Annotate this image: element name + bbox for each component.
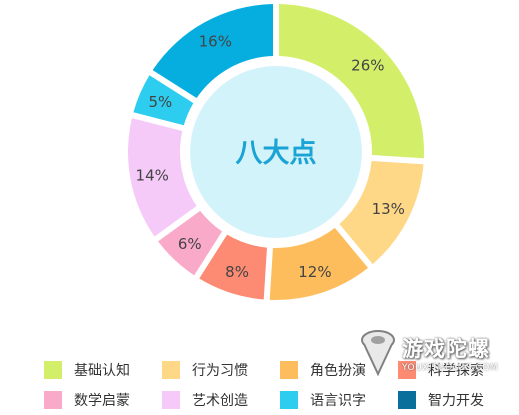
legend-label-7: 语言识字	[310, 393, 366, 409]
donut-slice-4	[199, 234, 267, 300]
donut-slice-6	[127, 118, 197, 237]
legend-swatch-8	[398, 391, 416, 409]
legend-label-5: 数学启蒙	[74, 393, 130, 409]
legend-label-1: 基础认知	[74, 363, 130, 379]
slice-labels-group: 26% 13% 12% 8% 6% 14% 5% 16%	[136, 33, 405, 281]
legend-swatch-6	[162, 391, 180, 409]
spinning-top-icon	[361, 330, 395, 377]
donut-chart: 八大点 26% 13% 12% 8% 6% 14% 5% 16%	[127, 4, 424, 300]
watermark-cn: 游戏陀螺	[402, 337, 490, 361]
slice-label-7: 5%	[148, 93, 172, 111]
legend: 基础认知 行为习惯 角色扮演 科学探索数学启蒙 艺术创造 语言识字 智力开发	[0, 355, 519, 415]
donut-slice-2	[339, 161, 424, 265]
watermark: 游戏陀螺 YOUXITUOLUO.COM	[358, 322, 508, 384]
legend-item-3: 角色扮演	[280, 355, 398, 385]
slices-group	[127, 4, 424, 300]
legend-label-4: 科学探索	[428, 363, 484, 379]
slice-label-2: 13%	[372, 200, 405, 218]
legend-label-8: 智力开发	[428, 393, 484, 409]
donut-slice-1	[278, 4, 424, 159]
legend-swatch-5	[44, 391, 62, 409]
legend-item-6: 艺术创造	[162, 385, 280, 415]
legend-swatch-3	[280, 361, 298, 379]
legend-swatch-7	[280, 391, 298, 409]
legend-label-3: 角色扮演	[310, 363, 366, 379]
slice-label-6: 14%	[136, 167, 169, 185]
legend-item-4: 科学探索	[398, 355, 516, 385]
slice-label-3: 12%	[298, 263, 331, 281]
donut-slice-5	[158, 210, 223, 276]
legend-item-1: 基础认知	[44, 355, 162, 385]
slice-label-1: 26%	[351, 57, 384, 75]
donut-slice-3	[269, 227, 369, 300]
slice-label-8: 16%	[199, 33, 232, 51]
center-disc	[190, 66, 362, 238]
legend-label-2: 行为习惯	[192, 363, 248, 379]
legend-swatch-2	[162, 361, 180, 379]
legend-item-7: 语言识字	[280, 385, 398, 415]
legend-label-6: 艺术创造	[192, 393, 248, 409]
legend-item-8: 智力开发	[398, 385, 516, 415]
legend-item-5: 数学启蒙	[44, 385, 162, 415]
donut-chart-svg: 八大点 26% 13% 12% 8% 6% 14% 5% 16%	[127, 4, 424, 300]
legend-swatch-4	[398, 361, 416, 379]
slice-label-4: 8%	[225, 263, 249, 281]
chart-title: 八大点	[236, 138, 317, 169]
slice-label-5: 6%	[178, 235, 202, 253]
watermark-en: YOUXITUOLUO.COM	[402, 363, 499, 373]
donut-slice-8	[152, 4, 274, 99]
legend-swatch-1	[44, 361, 62, 379]
donut-slice-7	[133, 75, 194, 126]
legend-item-2: 行为习惯	[162, 355, 280, 385]
